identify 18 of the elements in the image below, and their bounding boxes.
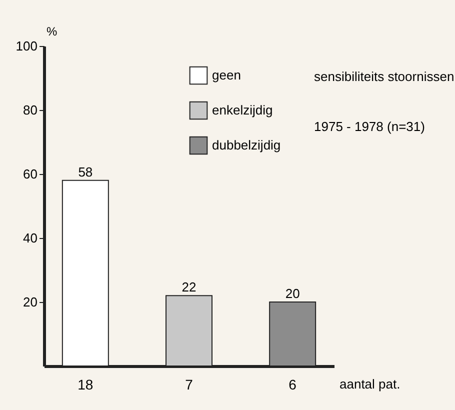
legend-label: enkelzijdig (212, 102, 273, 118)
y-tick-label: 40 (23, 230, 38, 246)
y-tick-label: 80 (23, 102, 38, 118)
annotation: sensibiliteits stoornissen (314, 69, 454, 84)
data-label: 20 (285, 286, 300, 301)
y-axis-title: % (46, 24, 58, 38)
y-tick-label: 20 (23, 294, 38, 310)
x-tick-label: 18 (78, 376, 94, 392)
x-axis-title: aantal pat. (340, 376, 400, 392)
y-tick-label: 100 (16, 38, 38, 54)
data-label: 58 (78, 164, 93, 180)
data-label: 22 (182, 280, 196, 295)
annotation: 1975 - 1978 (n=31) (314, 119, 425, 134)
x-tick-label: 7 (185, 376, 194, 392)
y-tick-label: 60 (23, 166, 38, 182)
legend-label: geen (212, 68, 241, 82)
legend-label: dubbelzijdig (212, 138, 281, 152)
x-tick-label: 6 (288, 376, 297, 392)
